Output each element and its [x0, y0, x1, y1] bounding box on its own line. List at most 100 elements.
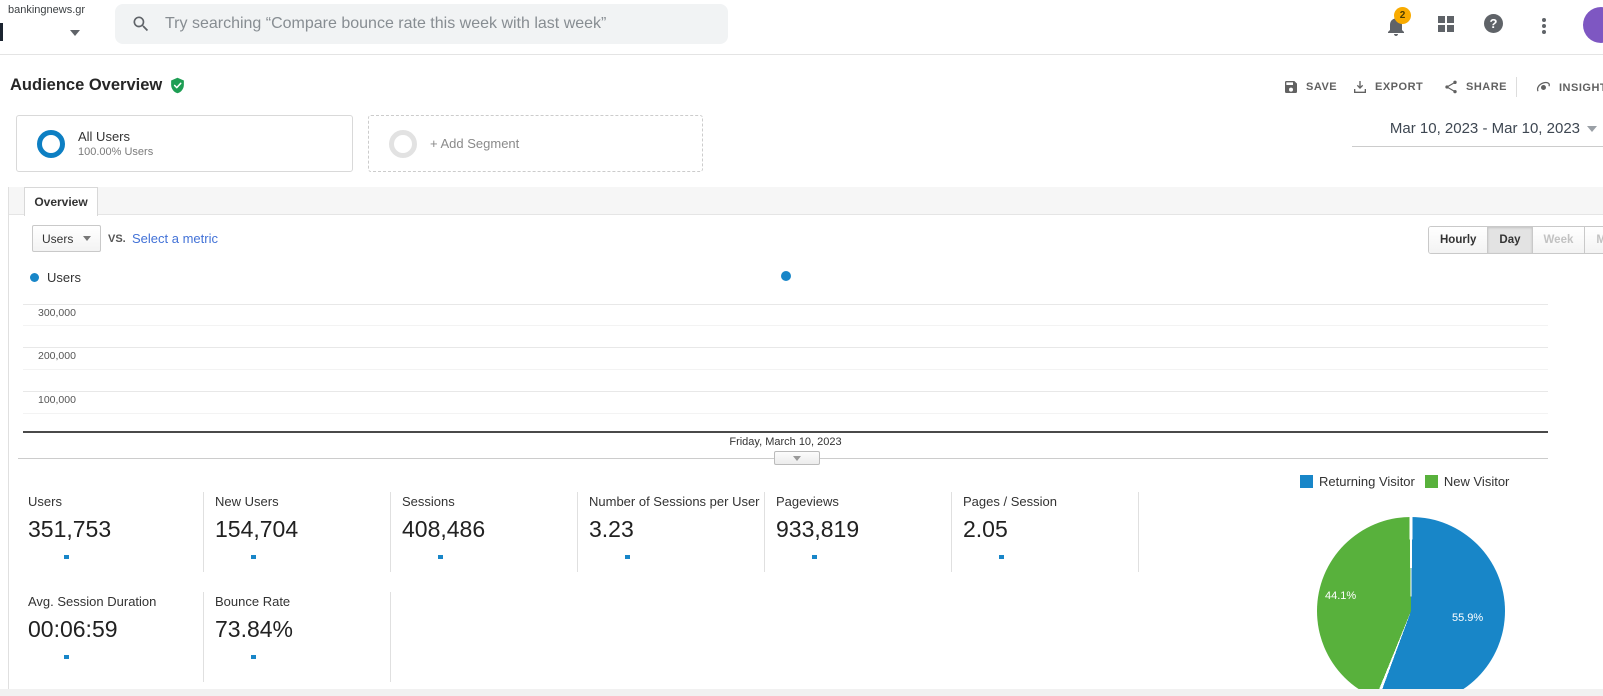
metric-label[interactable]: New Users [215, 494, 279, 509]
save-label: SAVE [1306, 81, 1338, 93]
metric-label[interactable]: Sessions [402, 494, 455, 509]
metric-divider [203, 592, 204, 682]
users-timeline-chart: 300,000 200,000 100,000 [23, 258, 1548, 433]
page-title: Audience Overview [10, 76, 186, 95]
sparkline-dot [251, 655, 256, 659]
metric-divider [577, 492, 578, 572]
page-title-text: Audience Overview [10, 76, 163, 94]
metric-label[interactable]: Pageviews [776, 494, 839, 509]
tab-strip [9, 187, 1603, 215]
verified-shield-icon [171, 77, 185, 94]
metric-select-value: Users [42, 231, 74, 246]
metric-divider [1138, 492, 1139, 572]
metric-select-caret-icon [83, 236, 92, 241]
gridline-minor [23, 325, 1548, 326]
metric-card-sessions-per-user: Number of Sessions per User 3.23 [589, 494, 771, 559]
metric-label[interactable]: Users [28, 494, 62, 509]
metric-label[interactable]: Pages / Session [963, 494, 1057, 509]
users-series-dot-icon [30, 273, 39, 282]
metric-card-pages-per-session: Pages / Session 2.05 [963, 494, 1138, 559]
clipped-element [0, 23, 3, 41]
date-range-caret-icon [1587, 125, 1597, 132]
insights-label: INSIGHTS [1559, 81, 1603, 94]
scrubber-caret-icon [793, 455, 801, 461]
metric-value: 351,753 [28, 516, 112, 542]
legend-label: Returning Visitor [1319, 474, 1415, 489]
ytick-200k: 200,000 [38, 350, 76, 362]
metric-divider [203, 492, 204, 572]
metric-divider [764, 492, 765, 572]
metric-divider [951, 492, 952, 572]
account-name[interactable]: bankingnews.gr [8, 4, 86, 16]
metric-select-dropdown[interactable]: Users [32, 225, 102, 252]
date-range-text: Mar 10, 2023 - Mar 10, 2023 [1389, 120, 1580, 137]
metric-card-users: Users 351,753 [28, 494, 203, 559]
search-bar[interactable] [115, 4, 728, 44]
metric-value: 2.05 [963, 516, 1008, 542]
select-a-metric-link[interactable]: Select a metric [132, 231, 218, 246]
gridline-minor [23, 413, 1548, 414]
legend-label: New Visitor [1443, 474, 1510, 489]
help-icon[interactable]: ? [1484, 14, 1503, 33]
gridline-minor [23, 369, 1548, 370]
more-vert-icon[interactable] [1532, 14, 1556, 38]
share-label: SHARE [1466, 81, 1508, 93]
horizontal-scrollbar[interactable] [0, 689, 1603, 696]
granularity-week-button: Week [1531, 227, 1585, 253]
returning-visitor-swatch-icon [1300, 475, 1313, 488]
share-icon [1445, 80, 1457, 94]
metric-card-avg-session-duration: Avg. Session Duration 00:06:59 [28, 594, 203, 659]
save-button[interactable]: SAVE [1283, 79, 1337, 95]
search-input[interactable] [165, 15, 712, 33]
toolbar-divider [1516, 77, 1517, 97]
add-segment-label: + Add Segment [430, 136, 520, 151]
metric-card-new-users: New Users 154,704 [215, 494, 390, 559]
export-label: EXPORT [1375, 81, 1424, 93]
visitor-pie-legend: Returning Visitor New Visitor [1300, 474, 1509, 489]
apps-grid-icon[interactable] [1437, 15, 1455, 33]
metric-value: 73.84% [215, 616, 294, 642]
export-button[interactable]: EXPORT [1352, 79, 1423, 95]
add-segment-button[interactable]: + Add Segment [368, 115, 703, 172]
ytick-300k: 300,000 [38, 307, 76, 319]
gridline-100k [23, 391, 1548, 392]
user-avatar[interactable] [1583, 7, 1603, 43]
xaxis-date-label: Friday, March 10, 2023 [729, 436, 842, 448]
insights-button[interactable]: INSIGHTS [1535, 79, 1603, 96]
date-range-picker[interactable]: Mar 10, 2023 - Mar 10, 2023 [1390, 120, 1597, 137]
metric-value: 933,819 [776, 516, 860, 542]
metric-card-pageviews: Pageviews 933,819 [776, 494, 951, 559]
metric-label[interactable]: Avg. Session Duration [28, 594, 157, 609]
new-visitor-swatch-icon [1424, 475, 1438, 488]
pie-slice-label-returning: 55.9% [1452, 612, 1484, 624]
account-caret-down-icon[interactable] [70, 30, 80, 36]
top-header: bankingnews.gr 2 ? [0, 0, 1603, 55]
granularity-month-button: Month [1584, 227, 1603, 253]
tab-overview[interactable]: Overview [24, 187, 98, 216]
users-data-point[interactable] [780, 271, 791, 281]
metric-label[interactable]: Number of Sessions per User [589, 494, 760, 509]
ytick-100k: 100,000 [38, 394, 76, 406]
sparkline-dot [812, 555, 817, 559]
content-left-border [8, 187, 9, 696]
metric-card-bounce-rate: Bounce Rate 73.84% [215, 594, 390, 659]
pie-slice-label-new: 44.1% [1325, 590, 1357, 602]
sparkline-dot [64, 655, 69, 659]
segment-all-users[interactable]: All Users 100.00% Users [16, 115, 353, 172]
granularity-hourly-button[interactable]: Hourly [1429, 227, 1488, 253]
metric-label[interactable]: Bounce Rate [215, 594, 291, 609]
legend-new-visitor[interactable]: New Visitor [1424, 474, 1510, 489]
sparkline-dot [251, 555, 256, 559]
segment-name: All Users [78, 129, 131, 144]
sparkline-dot [64, 555, 69, 559]
metric-value: 154,704 [215, 516, 299, 542]
gridline-200k [23, 347, 1548, 348]
granularity-day-button[interactable]: Day [1487, 227, 1532, 253]
timeline-scrubber-handle[interactable] [774, 451, 820, 465]
metric-divider [390, 492, 391, 572]
visitor-type-pie-chart[interactable] [1317, 517, 1505, 696]
notification-count-badge: 2 [1394, 7, 1411, 24]
legend-returning-visitor[interactable]: Returning Visitor [1300, 474, 1415, 489]
share-button[interactable]: SHARE [1443, 79, 1507, 95]
